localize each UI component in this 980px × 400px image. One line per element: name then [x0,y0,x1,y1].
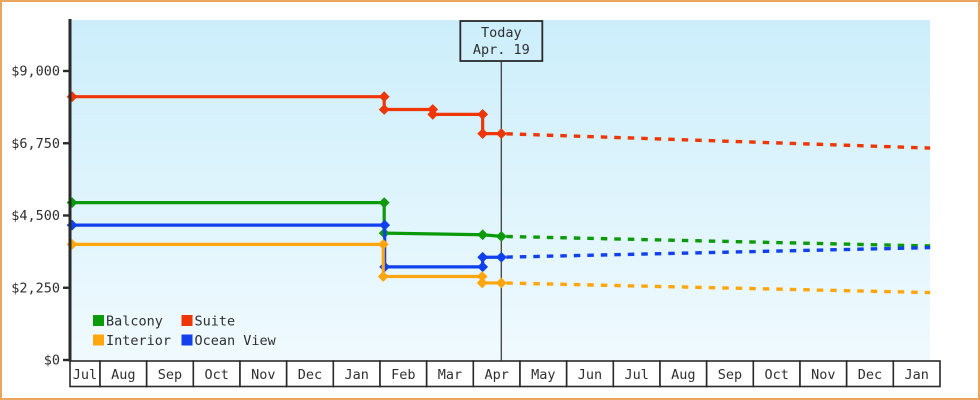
x-axis-month-label: Apr [484,367,508,383]
series-ocean-view-marker [66,219,78,231]
series-interior-marker [476,271,488,282]
y-axis-tick-label: $2,250 [11,280,60,296]
x-axis-month-cell [69,360,101,388]
x-axis-month-label: Oct [764,367,788,383]
series-ocean-view-marker [477,261,489,273]
today-label-line1: Today [481,25,522,41]
series-suite-marker [427,108,439,120]
legend-swatch-balcony [93,315,104,326]
series-balcony-marker [477,229,489,241]
legend-swatch-ocean-view [181,334,193,346]
series-ocean-view-marker [379,219,391,231]
series-suite-marker [477,108,489,120]
series-ocean-view-projection [501,245,931,259]
x-axis-month-cell [332,360,381,388]
series-balcony-marker [66,197,78,209]
x-axis-month-cell [705,360,755,388]
legend-label-balcony: Balcony [106,314,163,330]
x-axis-month-cell [845,360,895,388]
series-suite-projection [501,131,931,150]
y-axis-tick-label: $4,500 [11,208,60,224]
x-axis-month-label: Jul [624,367,648,383]
x-axis-month-label: Jan [904,367,928,383]
series-suite-marker [477,128,489,140]
legend-label-ocean-view: Ocean View [195,333,277,349]
x-axis-month-label: Oct [204,367,228,383]
series-balcony-marker [378,197,390,209]
y-axis-tick-label: $6,750 [11,136,60,152]
x-axis-month-cell [145,360,195,388]
x-axis-month-label: Aug [671,367,695,383]
today-label-box [459,20,544,62]
x-axis-month-cell [612,360,661,388]
series-balcony-projection [501,234,931,248]
x-axis-month-cell [285,360,335,388]
x-axis-month-label: Sep [158,367,182,383]
legend-swatch-interior [93,334,104,346]
series-suite-marker [378,91,390,103]
x-axis-month-cell [519,360,568,388]
series-interior-marker [476,277,488,289]
x-axis-month-label: Dec [858,367,882,383]
x-axis-month-cell [425,360,475,388]
x-axis-month-label: Feb [391,367,415,383]
today-label-line2: Apr. 19 [473,42,530,58]
series-suite-marker [378,104,390,115]
x-axis-month-label: Jan [344,367,368,383]
series-interior-marker [377,271,389,282]
legend-swatch-suite [181,315,193,326]
plot-area [71,20,930,360]
x-axis-month-label: Jun [578,367,602,383]
x-axis-month-label: Aug [111,367,135,383]
x-axis-month-cell [659,360,708,388]
series-interior-marker [377,239,389,250]
series-suite-marker [495,128,507,140]
y-axis-line [68,19,72,362]
y-axis-tick-label: $9,000 [11,64,60,80]
legend-label-interior: Interior [106,333,171,349]
x-axis-month-cell [752,360,801,388]
series-interior-marker [495,277,507,289]
series-ocean-view-marker [495,251,507,263]
x-axis-month-cell [239,360,288,388]
x-axis-month-label: May [531,367,555,383]
y-axis-tick-label: $0 [44,353,60,369]
x-axis-month-label: Mar [438,367,462,383]
x-axis-month-cell [892,360,941,388]
x-axis-month-label: Sep [718,367,742,383]
x-axis-month-cell [379,360,428,388]
series-ocean-view-marker [477,251,489,263]
series-balcony-marker [495,230,507,242]
x-axis-month-label: Dec [298,367,322,383]
series-interior-marker [66,239,78,250]
x-axis-month-label: Jul [73,367,97,383]
legend-label-suite: Suite [195,314,236,330]
series-interior-projection [501,281,931,295]
x-axis-month-cell [799,360,848,388]
x-axis-month-label: Nov [251,367,275,383]
x-axis-month-cell [472,360,521,388]
x-axis-month-label: Nov [811,367,835,383]
